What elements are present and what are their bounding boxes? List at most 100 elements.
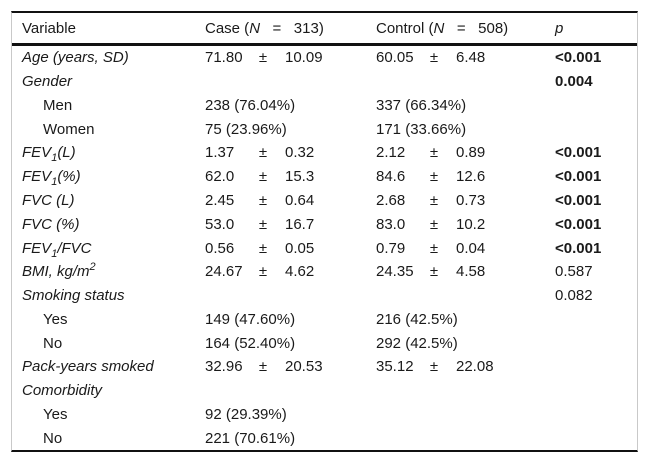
p-value: 0.587 [555,263,593,281]
mean-value: 32.96 [205,358,243,376]
case-value-cell: 2.45 ±0.64 [205,192,376,209]
variable-label: No [12,335,205,352]
control-value-cell: 83.0 ±10.2 [376,216,555,233]
text-part: /FVC [57,239,92,257]
plus-minus-sign: ± [429,263,439,281]
text-part: Smoking status [22,287,125,305]
count-percent-value: 149 (47.60%) [205,310,296,328]
control-value-cell: 84.6 ±12.6 [376,168,555,185]
table-row: Age (years, SD) 71.80 ±10.09 60.05 ±6.48 <0.0… [12,46,637,70]
p-value-cell: <0.001 [555,192,637,209]
text-part: Men [43,96,73,114]
case-value-cell: 62.0 ±15.3 [205,168,376,185]
variable-label: Gender [12,73,205,90]
p-value: 0.082 [555,287,593,305]
sd-value: 22.08 [456,358,494,376]
header-variable: Variable [22,19,76,37]
sd-value: 20.53 [285,358,323,376]
count-percent-value: 337 (66.34%) [376,96,467,114]
plus-minus-sign: ± [429,144,439,162]
p-value-cell: <0.001 [555,168,637,185]
sd-value: 0.05 [285,239,315,257]
p-value-cell: <0.001 [555,240,637,257]
text-part: = [444,19,479,37]
mean-value: 84.6 [376,168,406,186]
case-value-cell: 75 (23.96%) [205,121,376,138]
table-row: Yes 92 (29.39%) [12,402,637,426]
text-part: Women [43,120,95,138]
p-value-cell: 0.587 [555,263,637,280]
text-part: (%) [57,168,81,186]
mean-value: 0.79 [376,239,406,257]
text-part: FEV [22,144,52,162]
variable-label: Yes [12,406,205,423]
p-value-cell: 0.082 [555,287,637,304]
text-part: N [433,19,445,37]
count-percent-value: 292 (42.5%) [376,334,458,352]
text-part: Case ( [205,19,250,37]
text-part: BMI, kg/m [22,263,90,281]
text-part: Pack-years smoked [22,358,154,376]
baseline-characteristics-table: Variable Case (N = 313) Control (N = 508… [11,11,638,452]
text-part: Gender [22,73,73,91]
sd-value: 4.62 [285,263,315,281]
text-part: FVC (L) [22,191,75,209]
variable-label: Pack-years smoked [12,358,205,375]
table-row: Men 238 (76.04%) 337 (66.34%) [12,94,637,118]
case-value-cell: 0.56 ±0.05 [205,240,376,257]
subscript: 1 [51,152,58,165]
sd-value: 6.48 [456,49,486,67]
mean-value: 1.37 [205,144,235,162]
p-value-cell: 0.004 [555,73,637,90]
plus-minus-sign: ± [258,263,268,281]
mean-value: 24.35 [376,263,414,281]
plus-minus-sign: ± [258,144,268,162]
plus-minus-sign: ± [258,239,268,257]
mean-value: 60.05 [376,49,414,67]
case-value-cell: 71.80 ±10.09 [205,49,376,66]
table-row: FEV1/FVC 0.56 ±0.05 0.79 ±0.04 <0.001 [12,236,637,260]
control-value-cell: 292 (42.5%) [376,335,555,352]
text-part: Yes [43,405,68,423]
sd-value: 0.64 [285,191,315,209]
subscript: 1 [51,176,58,189]
text-part: N [249,19,261,37]
sd-value: 0.04 [456,239,486,257]
table-body: Age (years, SD) 71.80 ±10.09 60.05 ±6.48 <0.0… [12,46,637,450]
text-part: FEV [22,168,52,186]
header-case-group: Case (N = 313) [205,20,376,37]
table-row: FEV1(%) 62.0 ±15.3 84.6 ±12.6 <0.001 [12,165,637,189]
plus-minus-sign: ± [429,191,439,209]
variable-label: Women [12,121,205,138]
text-part: = [260,19,294,37]
mean-value: 0.56 [205,239,235,257]
plus-minus-sign: ± [429,239,439,257]
case-value-cell: 24.67 ±4.62 [205,263,376,280]
mean-value: 35.12 [376,358,414,376]
variable-label: FVC (%) [12,216,205,233]
table-row: FEV1(L) 1.37 ±0.32 2.12 ±0.89 <0.001 [12,141,637,165]
variable-label: FEV1/FVC [12,239,205,260]
variable-label: Smoking status [12,287,205,304]
mean-value: 24.67 [205,263,243,281]
table-row: Smoking status 0.082 [12,284,637,308]
text-part: 313) [293,19,324,37]
text-part: Age (years, SD) [22,49,129,67]
mean-value: 2.68 [376,191,406,209]
header-control-group: Control (N = 508) [376,20,555,37]
table-row: FVC (L) 2.45 ±0.64 2.68 ±0.73 <0.001 [12,189,637,213]
case-value-cell: 1.37 ±0.32 [205,144,376,161]
mean-value: 2.45 [205,191,235,209]
text-part: No [43,334,63,352]
control-value-cell: 171 (33.66%) [376,121,555,138]
table-row: BMI, kg/m2 24.67 ±4.62 24.35 ±4.58 0.587 [12,260,637,284]
case-value-cell: 32.96 ±20.53 [205,358,376,375]
plus-minus-sign: ± [429,358,439,376]
control-value-cell: 35.12 ±22.08 [376,358,555,375]
count-percent-value: 221 (70.61%) [205,429,296,447]
case-value-cell: 149 (47.60%) [205,311,376,328]
subscript: 1 [51,247,58,260]
p-value: <0.001 [555,168,602,186]
plus-minus-sign: ± [258,49,268,67]
table-row: Yes 149 (47.60%) 216 (42.5%) [12,307,637,331]
